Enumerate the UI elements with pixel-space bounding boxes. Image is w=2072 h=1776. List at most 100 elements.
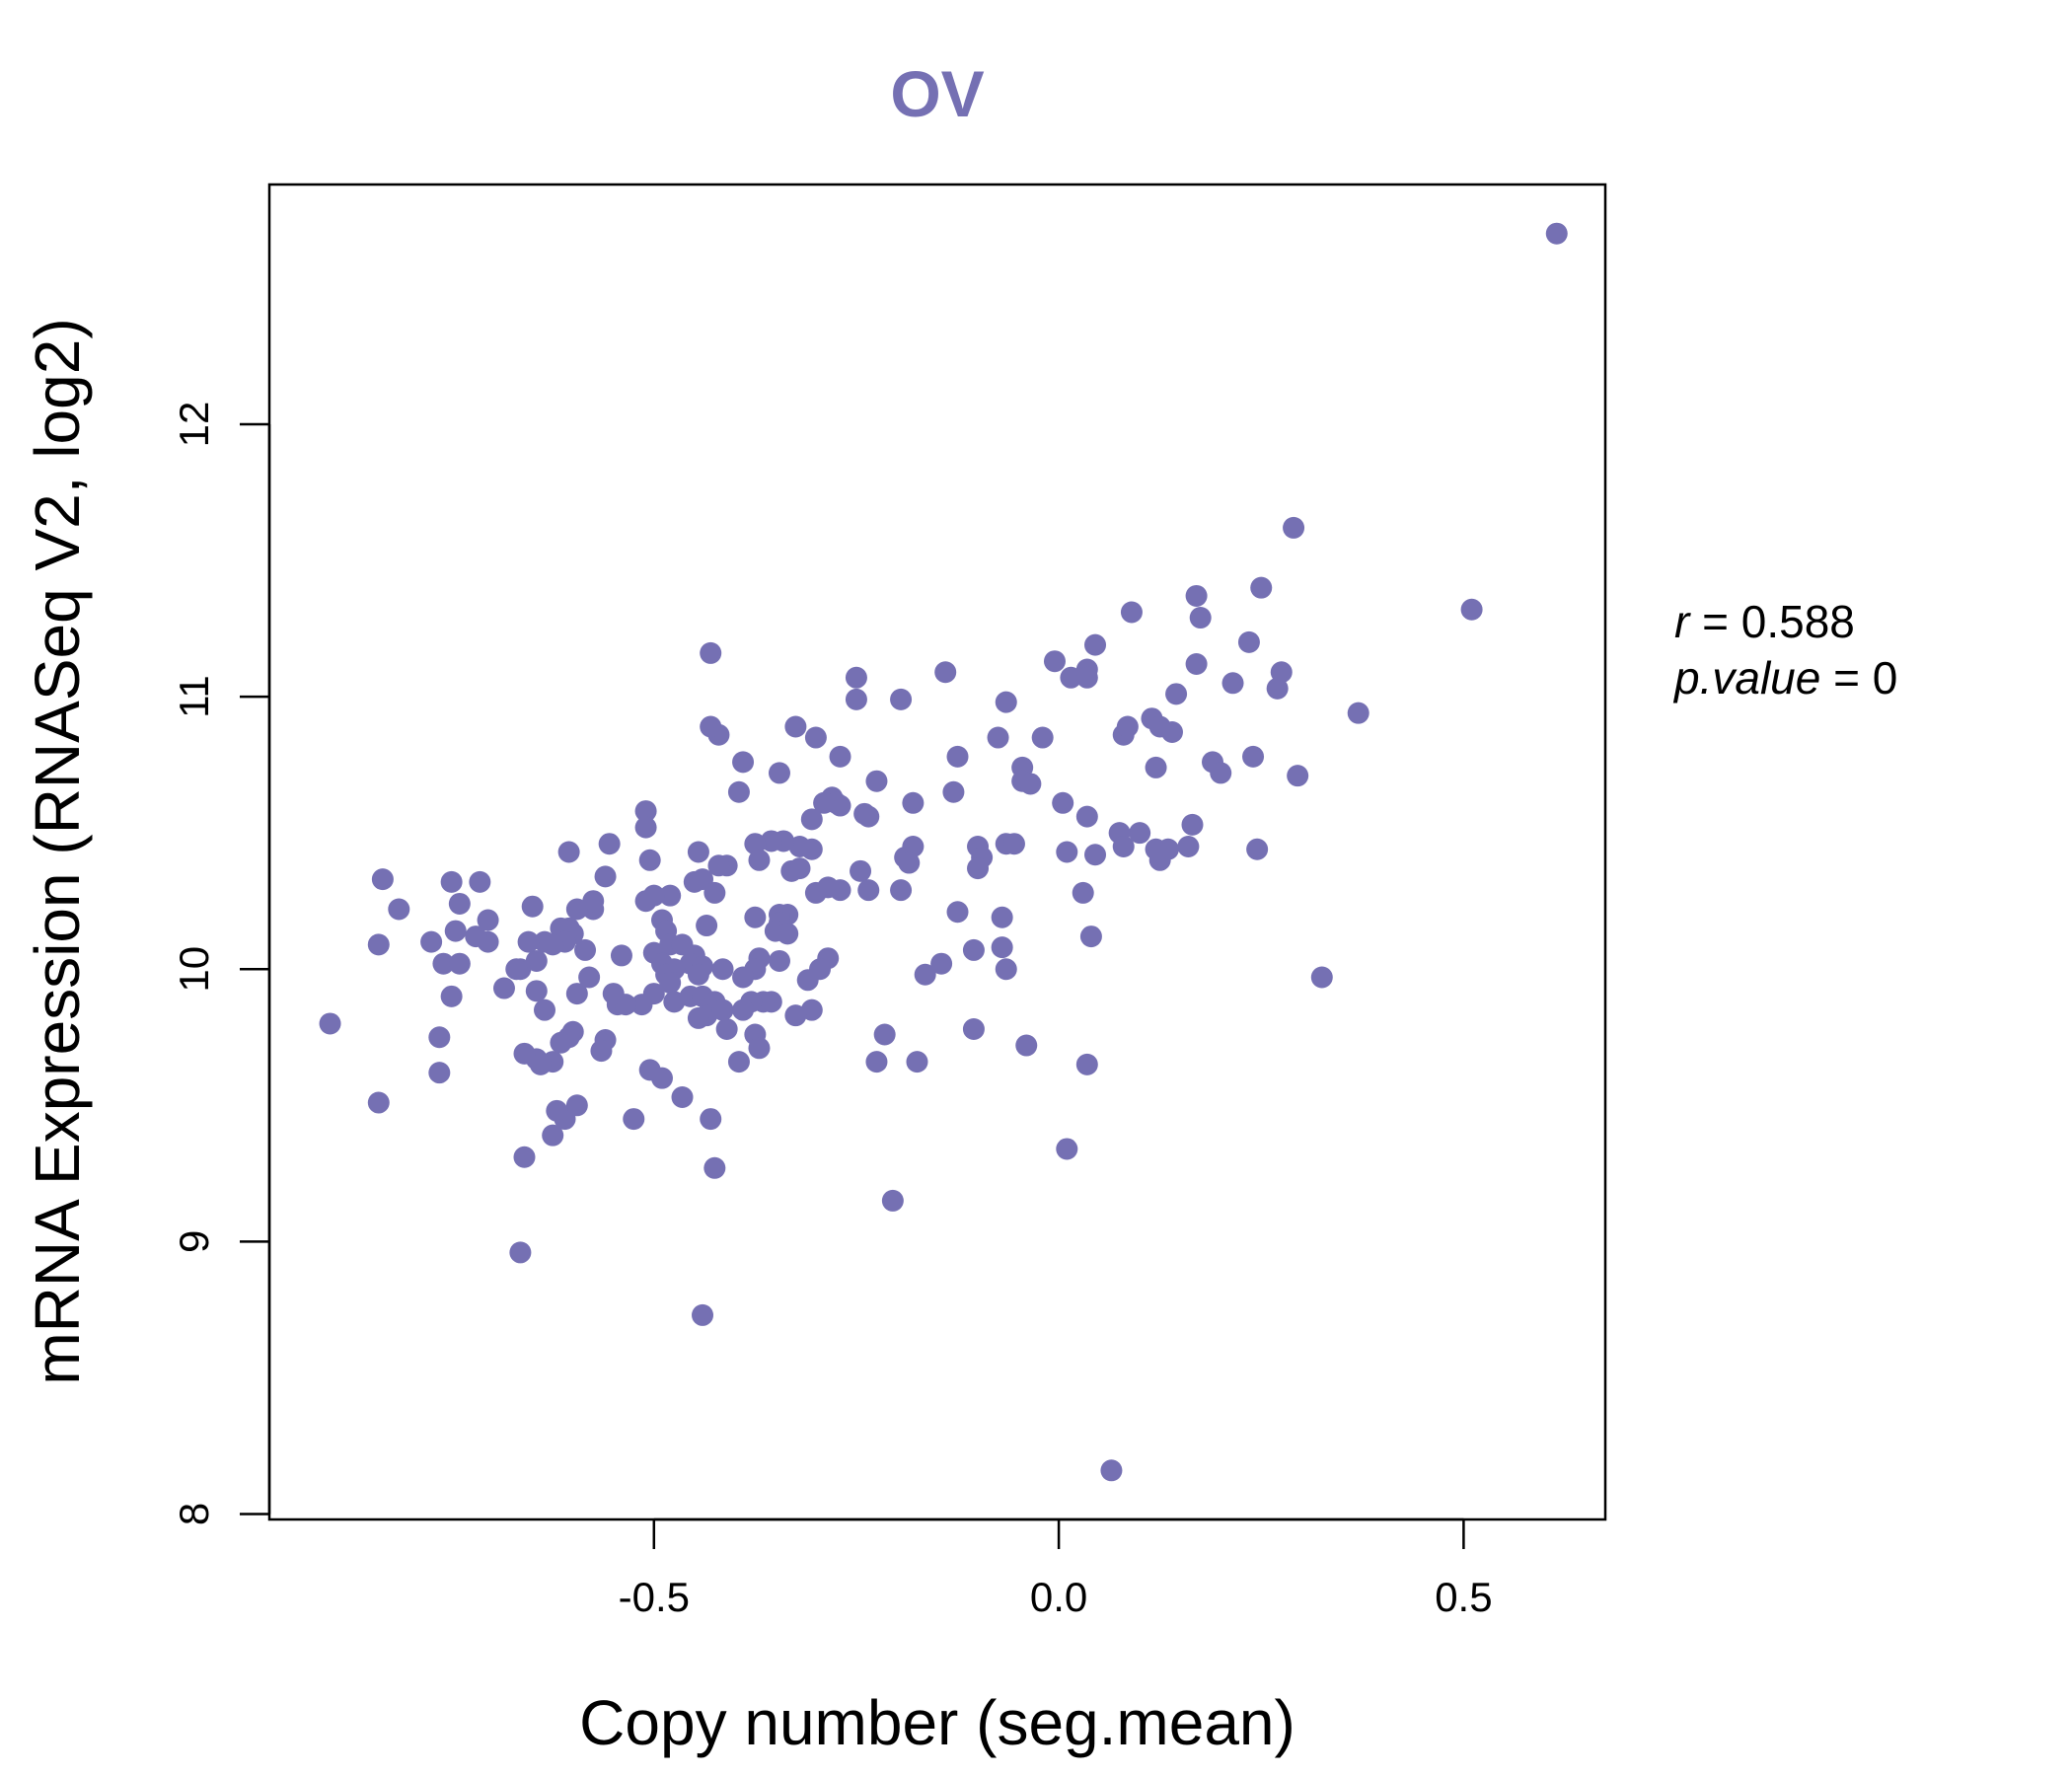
data-point [565,983,588,1005]
data-point [850,859,872,882]
data-point [477,909,499,931]
data-point [1460,598,1483,621]
data-point [902,791,925,814]
data-point [1052,791,1074,814]
data-point [388,898,410,921]
data-point [525,980,548,1002]
data-point [800,808,823,831]
data-point [796,969,819,992]
data-point [1019,773,1042,795]
data-point [534,930,556,953]
p-value: 0 [1873,652,1898,703]
data-point [448,952,471,975]
data-point [1221,672,1244,695]
r-symbol: r [1674,596,1691,647]
data-point [534,999,556,1021]
data-point [1310,966,1333,989]
data-point [1242,745,1265,768]
data-point [582,890,605,913]
data-point [1283,516,1305,539]
y-tick-label: 8 [171,1503,217,1525]
data-point [1237,630,1260,653]
plot-frame [267,183,1607,1521]
data-point [371,868,394,891]
y-tick-label: 10 [171,946,217,993]
data-point [865,770,888,792]
data-point [881,1189,904,1212]
x-tick-label: 0.5 [1435,1574,1492,1620]
data-point [525,949,548,972]
data-point [1116,715,1139,738]
data-point [1043,650,1066,673]
data-point [845,666,867,689]
correlation-stat: r = 0.588 [1674,596,1855,647]
data-point [1100,1459,1123,1482]
data-point [707,854,730,877]
data-point [428,1026,451,1049]
data-point [1347,702,1369,724]
data-point [934,661,957,684]
data-point [1266,677,1289,700]
data-point [420,930,443,953]
y-axis-label: mRNA Expression (RNASeq V2, log2) [22,318,93,1384]
data-point [448,892,471,915]
x-tick-label: 0.0 [1030,1574,1087,1620]
data-point [1072,881,1094,904]
data-point [1031,726,1054,749]
data-point [517,930,540,953]
data-point [630,994,653,1016]
data-point [444,920,467,942]
r-value: 0.588 [1741,596,1855,647]
data-point [732,966,755,989]
data-point [509,1241,532,1264]
data-point [1185,652,1208,675]
data-point [946,901,969,924]
data-point [857,805,880,828]
data-point [700,1108,722,1131]
data-point [1160,721,1183,744]
data-point [995,958,1017,981]
data-point [1181,813,1204,836]
data-point [319,1012,341,1035]
data-point [638,849,661,871]
data-point [914,963,936,986]
y-tick-label: 12 [171,402,217,448]
data-point [692,1303,714,1326]
data-point [602,983,625,1005]
data-point [367,933,390,956]
data-point [546,1099,568,1122]
data-point [623,1108,645,1131]
data-point [1129,822,1151,845]
data-point [638,1059,661,1081]
data-point [727,780,750,803]
data-point [748,849,771,871]
data-point [760,830,782,852]
data-point [1246,838,1269,860]
data-point [700,641,722,664]
data-point [768,762,790,784]
data-point [711,958,734,981]
data-point [696,915,718,937]
data-point [687,963,709,986]
data-point [565,898,588,921]
data-point [1287,765,1309,787]
data-point [804,726,827,749]
data-point [813,791,836,814]
data-point [768,949,790,972]
data-point [744,906,767,928]
data-point [890,688,913,710]
data-point [687,1006,709,1029]
data-point [1177,835,1200,857]
data-point [748,1037,771,1060]
y-tick-label: 9 [171,1230,217,1253]
data-point [529,1053,552,1075]
data-point [671,1086,694,1109]
data-point [930,952,953,975]
data-point [1075,666,1098,689]
data-point [1015,1034,1038,1057]
data-point [659,884,682,907]
data-point [898,851,921,874]
data-point [845,688,867,710]
p-symbol: p.value [1672,652,1820,703]
